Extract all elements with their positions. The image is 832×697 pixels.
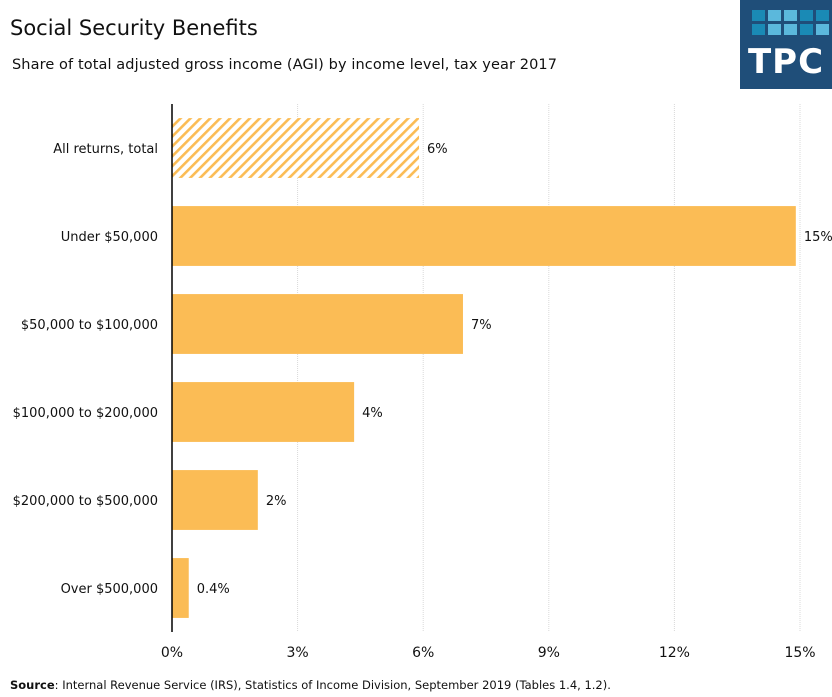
gridlines (297, 104, 801, 632)
logo-square (768, 10, 781, 21)
category-label: $200,000 to $500,000 (13, 494, 158, 509)
logo-square (816, 24, 829, 35)
tpc-logo: TPC (740, 0, 832, 89)
x-tick-label: 0% (161, 645, 183, 661)
bar (172, 382, 355, 442)
category-label: Over $500,000 (61, 582, 158, 597)
value-label: 6% (427, 142, 448, 157)
logo-square (784, 24, 797, 35)
category-label: $50,000 to $100,000 (21, 318, 158, 333)
value-label: 15% (804, 230, 832, 245)
value-label: 0.4% (197, 582, 230, 597)
x-tick-label: 9% (538, 645, 560, 661)
x-tick-label: 12% (659, 645, 690, 661)
bar (172, 470, 258, 530)
logo-square (800, 24, 813, 35)
source-note: Source: Internal Revenue Service (IRS), … (10, 678, 611, 692)
value-label: 4% (362, 406, 383, 421)
category-label: All returns, total (53, 142, 158, 157)
value-labels: 6% 15% 7% 4% 2% 0.4% (197, 142, 832, 597)
bar (172, 118, 420, 178)
bars (172, 118, 796, 618)
source-label: Source (10, 678, 55, 692)
logo-squares (752, 10, 829, 35)
bar (172, 206, 796, 266)
category-labels: All returns, total Under $50,000 $50,000 t… (13, 142, 158, 597)
logo-square (784, 10, 797, 21)
logo-square (768, 24, 781, 35)
chart-subtitle: Share of total adjusted gross income (AG… (12, 57, 558, 73)
logo-square (816, 10, 829, 21)
logo-square (752, 10, 765, 21)
x-axis-ticks: 0% 3% 6% 9% 12% 15% (161, 645, 816, 661)
category-label: $100,000 to $200,000 (13, 406, 158, 421)
bar (172, 294, 463, 354)
logo-square (752, 24, 765, 35)
value-label: 2% (266, 494, 287, 509)
value-label: 7% (471, 318, 492, 333)
chart-title: Social Security Benefits (10, 16, 258, 40)
category-label: Under $50,000 (61, 230, 158, 245)
logo-square (800, 10, 813, 21)
bar (172, 558, 189, 618)
source-text: : Internal Revenue Service (IRS), Statis… (54, 678, 611, 692)
logo-text: TPC (747, 42, 825, 82)
x-tick-label: 3% (286, 645, 308, 661)
x-tick-label: 15% (784, 645, 815, 661)
x-tick-label: 6% (412, 645, 434, 661)
